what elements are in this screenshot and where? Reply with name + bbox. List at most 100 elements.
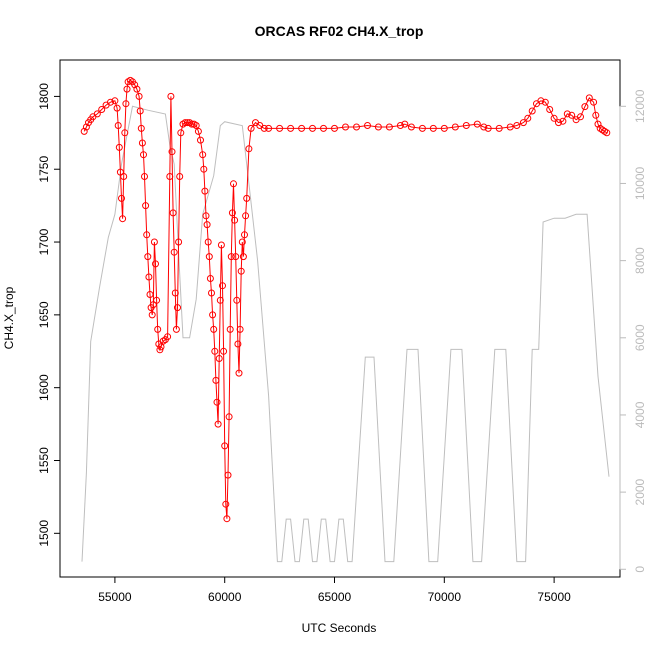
ch4-point [231, 216, 239, 224]
ch4-point [287, 124, 295, 132]
ch4-point [172, 325, 180, 333]
ch4-point [120, 173, 128, 180]
ch4-point [181, 119, 189, 127]
ch4-point [265, 124, 273, 132]
y-axis-left: 1500 1550 1600 1650 1700 1750 1800 [37, 83, 61, 547]
ch4-point [204, 238, 212, 246]
y-tick-label: 1650 [37, 301, 51, 328]
ch4-point [116, 168, 124, 176]
ch4-point [211, 347, 219, 355]
ch4-point [119, 215, 127, 223]
ch4-point [136, 107, 144, 115]
ch4-point [577, 113, 584, 121]
ch4-point [214, 420, 222, 428]
ch4-point [215, 355, 223, 362]
ch4-point [245, 145, 253, 153]
ch4-point [209, 311, 217, 319]
ch4-point [137, 124, 145, 132]
ch4-point [212, 376, 220, 384]
ch4-point [220, 347, 228, 355]
x-tick-label: 60000 [208, 590, 242, 604]
ch4-point [164, 333, 172, 341]
ch4-point [226, 325, 234, 333]
y-tick-label: 1700 [37, 228, 51, 255]
ch4-point [234, 340, 242, 348]
ch4-point [396, 122, 404, 129]
ch4-point [131, 81, 139, 89]
ch4-point [149, 301, 157, 309]
ch4-point [133, 85, 141, 93]
ch4-point [590, 98, 598, 106]
ch4-point [138, 139, 146, 147]
ch4-point [144, 253, 152, 261]
ch4-point [200, 165, 208, 173]
ch4-point [242, 212, 250, 220]
ch4-point [192, 122, 200, 129]
y-axis-label: CH4.X_trop [2, 286, 16, 349]
ch4-point [537, 97, 545, 105]
ch4-point [107, 98, 114, 106]
ch4-point [260, 124, 268, 132]
ch4-point [166, 173, 174, 180]
ch4-point [440, 124, 448, 132]
ch4-point [276, 124, 284, 132]
ch4-point [320, 124, 327, 132]
ch4-point [152, 260, 159, 268]
x-axis: 55000 60000 65000 70000 75000 [98, 576, 571, 604]
altitude-line [81, 105, 610, 563]
plot-frame [59, 59, 621, 578]
x-tick-label: 55000 [98, 590, 132, 604]
x-axis-label: UTC Seconds [302, 621, 377, 635]
y-tick-label: 1500 [37, 520, 51, 547]
ch4-point [484, 124, 492, 132]
ch4-point [353, 123, 360, 131]
chart-title: ORCAS RF02 CH4.X_trop [255, 23, 424, 39]
ch4-point [141, 173, 148, 180]
ch4-point [506, 123, 514, 131]
ch4-point [148, 311, 156, 319]
ch4-point [374, 123, 382, 131]
ch4-point [205, 253, 213, 261]
ch4-point [568, 111, 576, 119]
ch4-point [228, 209, 236, 217]
ch4-point [183, 119, 191, 127]
ch4-point [157, 343, 165, 351]
ch4-point [513, 122, 521, 129]
y2-tick-label: 2000 [633, 478, 647, 505]
ch4-point [177, 129, 185, 137]
ch4-point [528, 107, 536, 115]
ch4-point [113, 104, 121, 112]
ch4-point [208, 289, 215, 297]
ch4-point [230, 180, 237, 188]
ch4-point [176, 173, 184, 180]
ch4-point [233, 296, 241, 304]
ch4-point [603, 129, 611, 137]
ch4-point [225, 413, 233, 421]
y-axis-right: 0 2000 4000 6000 8000 10000 12000 [619, 89, 647, 573]
ch4-point [153, 296, 161, 304]
y-tick-label: 1600 [37, 374, 51, 401]
y-tick-label: 1800 [37, 83, 51, 110]
ch4-point [216, 296, 224, 304]
ch4-point [232, 253, 240, 261]
ch4-point [201, 187, 209, 195]
ch4-point [111, 97, 119, 105]
ch4-point [298, 124, 306, 132]
ch4-point [199, 151, 207, 159]
ch4-point [80, 127, 88, 135]
ch4-point [451, 123, 459, 131]
ch4-point [473, 120, 481, 128]
x-tick-label: 65000 [318, 590, 352, 604]
altitude-series [81, 105, 610, 563]
ch4-point [154, 325, 162, 333]
ch4-point [331, 124, 338, 132]
y2-tick-label: 0 [633, 566, 647, 573]
ch4-point [202, 212, 210, 220]
ch4-point [175, 238, 183, 246]
ch4-point [217, 241, 225, 249]
y2-tick-label: 10000 [633, 166, 647, 200]
ch4-point [227, 253, 235, 261]
ch4-point [495, 124, 503, 132]
ch4-point [122, 100, 130, 108]
